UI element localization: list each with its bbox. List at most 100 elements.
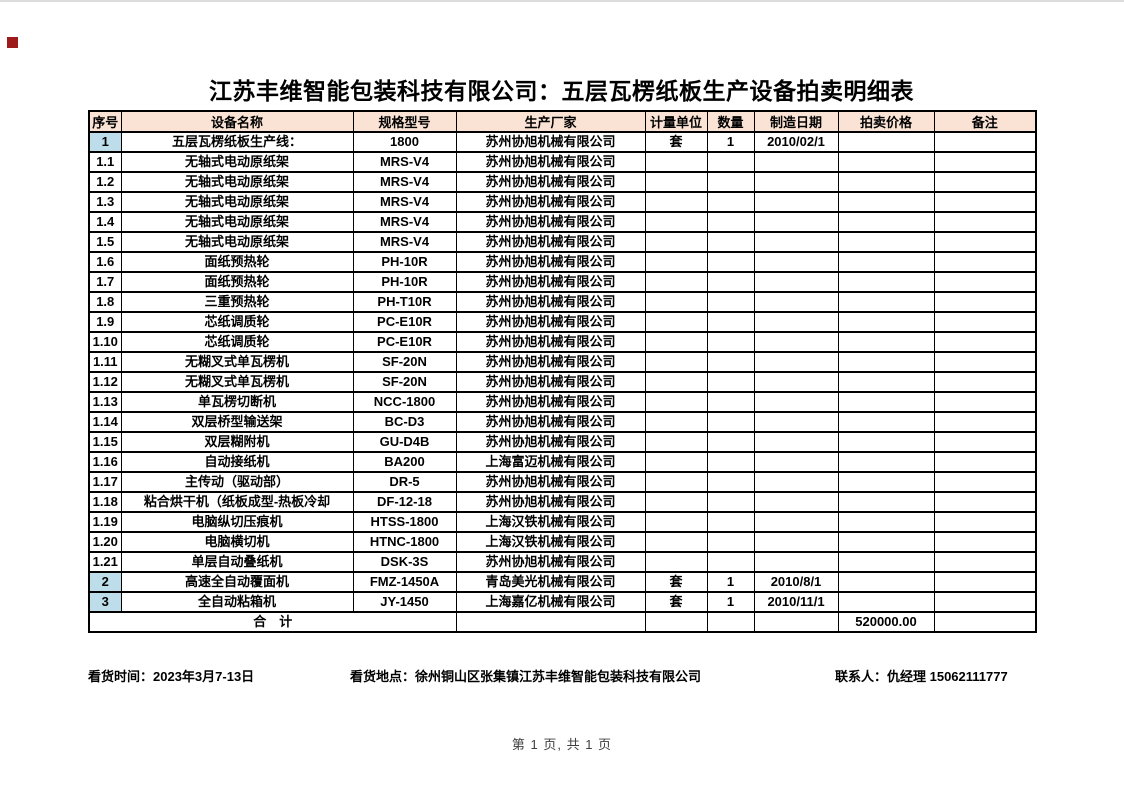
cell-model: MRS-V4 bbox=[352, 211, 457, 233]
cell-price bbox=[837, 191, 935, 213]
cell-name: 面纸预热轮 bbox=[120, 251, 354, 273]
cell-maker: 上海富迈机械有限公司 bbox=[455, 451, 646, 473]
cell-model: PC-E10R bbox=[352, 331, 457, 353]
cell-date bbox=[753, 391, 839, 413]
cell-note bbox=[933, 471, 1037, 493]
column-header-5: 数量 bbox=[706, 110, 755, 133]
cell-price bbox=[837, 291, 935, 313]
cell-unit bbox=[644, 371, 708, 393]
cell-price bbox=[837, 251, 935, 273]
page-title: 江苏丰维智能包装科技有限公司：五层瓦楞纸板生产设备拍卖明细表 bbox=[209, 78, 914, 104]
cell-no: 1 bbox=[88, 131, 122, 153]
cell-price bbox=[837, 491, 935, 513]
table-row: 1.12 无糊叉式单瓦楞机 SF-20N 苏州协旭机械有限公司 bbox=[88, 371, 1037, 393]
cell-name: 五层瓦楞纸板生产线： bbox=[120, 131, 354, 153]
cell-note bbox=[933, 151, 1037, 173]
cell-maker: 苏州协旭机械有限公司 bbox=[455, 351, 646, 373]
cell-unit bbox=[644, 451, 708, 473]
cell-unit bbox=[644, 391, 708, 413]
cell-qty bbox=[706, 251, 755, 273]
cell-date bbox=[753, 291, 839, 313]
cell-unit bbox=[644, 411, 708, 433]
cell-maker: 苏州协旭机械有限公司 bbox=[455, 331, 646, 353]
total-row: 合 计 520000.00 bbox=[88, 611, 1037, 633]
cell-name: 芯纸调质轮 bbox=[120, 311, 354, 333]
cell-maker: 苏州协旭机械有限公司 bbox=[455, 471, 646, 493]
total-note bbox=[933, 611, 1037, 633]
cell-price bbox=[837, 271, 935, 293]
cell-name: 三重预热轮 bbox=[120, 291, 354, 313]
cell-qty bbox=[706, 291, 755, 313]
cell-model: BC-D3 bbox=[352, 411, 457, 433]
table-row: 1.6 面纸预热轮 PH-10R 苏州协旭机械有限公司 bbox=[88, 251, 1037, 273]
cell-qty bbox=[706, 171, 755, 193]
cell-qty bbox=[706, 531, 755, 553]
cell-price bbox=[837, 151, 935, 173]
cell-name: 无糊叉式单瓦楞机 bbox=[120, 351, 354, 373]
cell-date: 2010/02/1 bbox=[753, 131, 839, 153]
cell-date: 2010/8/1 bbox=[753, 571, 839, 593]
table-row: 1.13 单瓦楞切断机 NCC-1800 苏州协旭机械有限公司 bbox=[88, 391, 1037, 413]
cell-date bbox=[753, 191, 839, 213]
cell-qty bbox=[706, 331, 755, 353]
column-header-1: 设备名称 bbox=[120, 110, 354, 133]
cell-model: HTNC-1800 bbox=[352, 531, 457, 553]
cell-model: NCC-1800 bbox=[352, 391, 457, 413]
cell-qty bbox=[706, 211, 755, 233]
cell-note bbox=[933, 191, 1037, 213]
cell-no: 1.8 bbox=[88, 291, 122, 313]
cell-maker: 苏州协旭机械有限公司 bbox=[455, 151, 646, 173]
cell-qty bbox=[706, 431, 755, 453]
column-header-0: 序号 bbox=[88, 110, 122, 133]
cell-date bbox=[753, 431, 839, 453]
cell-date bbox=[753, 351, 839, 373]
cell-price bbox=[837, 351, 935, 373]
cell-name: 无轴式电动原纸架 bbox=[120, 171, 354, 193]
cell-unit bbox=[644, 471, 708, 493]
table-row: 1.17 主传动（驱动部） DR-5 苏州协旭机械有限公司 bbox=[88, 471, 1037, 493]
cell-no: 1.17 bbox=[88, 471, 122, 493]
cell-name: 电脑横切机 bbox=[120, 531, 354, 553]
cell-model: PH-10R bbox=[352, 271, 457, 293]
cell-unit bbox=[644, 191, 708, 213]
cell-maker: 苏州协旭机械有限公司 bbox=[455, 431, 646, 453]
table-row: 1.19 电脑纵切压痕机 HTSS-1800 上海汉铁机械有限公司 bbox=[88, 511, 1037, 533]
cell-price bbox=[837, 211, 935, 233]
cell-price bbox=[837, 411, 935, 433]
cell-note bbox=[933, 231, 1037, 253]
table-row: 1.4 无轴式电动原纸架 MRS-V4 苏州协旭机械有限公司 bbox=[88, 211, 1037, 233]
column-header-3: 生产厂家 bbox=[455, 110, 646, 133]
cell-no: 1.11 bbox=[88, 351, 122, 373]
cell-note bbox=[933, 171, 1037, 193]
cell-model: FMZ-1450A bbox=[352, 571, 457, 593]
cell-model: PC-E10R bbox=[352, 311, 457, 333]
cell-note bbox=[933, 531, 1037, 553]
cell-qty bbox=[706, 551, 755, 573]
cell-qty bbox=[706, 471, 755, 493]
cell-date bbox=[753, 471, 839, 493]
cell-unit: 套 bbox=[644, 571, 708, 593]
total-price: 520000.00 bbox=[837, 611, 935, 633]
cell-unit bbox=[644, 271, 708, 293]
cell-model: JY-1450 bbox=[352, 591, 457, 613]
cell-model: DR-5 bbox=[352, 471, 457, 493]
table-row: 1.21 单层自动叠纸机 DSK-3S 苏州协旭机械有限公司 bbox=[88, 551, 1037, 573]
cell-maker: 苏州协旭机械有限公司 bbox=[455, 211, 646, 233]
cell-note bbox=[933, 331, 1037, 353]
cell-model: MRS-V4 bbox=[352, 151, 457, 173]
cell-unit bbox=[644, 311, 708, 333]
cell-note bbox=[933, 431, 1037, 453]
cell-no: 1.9 bbox=[88, 311, 122, 333]
column-header-2: 规格型号 bbox=[352, 110, 457, 133]
cell-date bbox=[753, 511, 839, 533]
cell-qty bbox=[706, 371, 755, 393]
cell-price bbox=[837, 131, 935, 153]
cell-maker: 青岛美光机械有限公司 bbox=[455, 571, 646, 593]
cell-model: SF-20N bbox=[352, 351, 457, 373]
column-header-8: 备注 bbox=[933, 110, 1037, 133]
cell-price bbox=[837, 371, 935, 393]
cell-note bbox=[933, 591, 1037, 613]
table-row: 1.15 双层糊附机 GU-D4B 苏州协旭机械有限公司 bbox=[88, 431, 1037, 453]
cell-note bbox=[933, 251, 1037, 273]
table-row: 1.1 无轴式电动原纸架 MRS-V4 苏州协旭机械有限公司 bbox=[88, 151, 1037, 173]
